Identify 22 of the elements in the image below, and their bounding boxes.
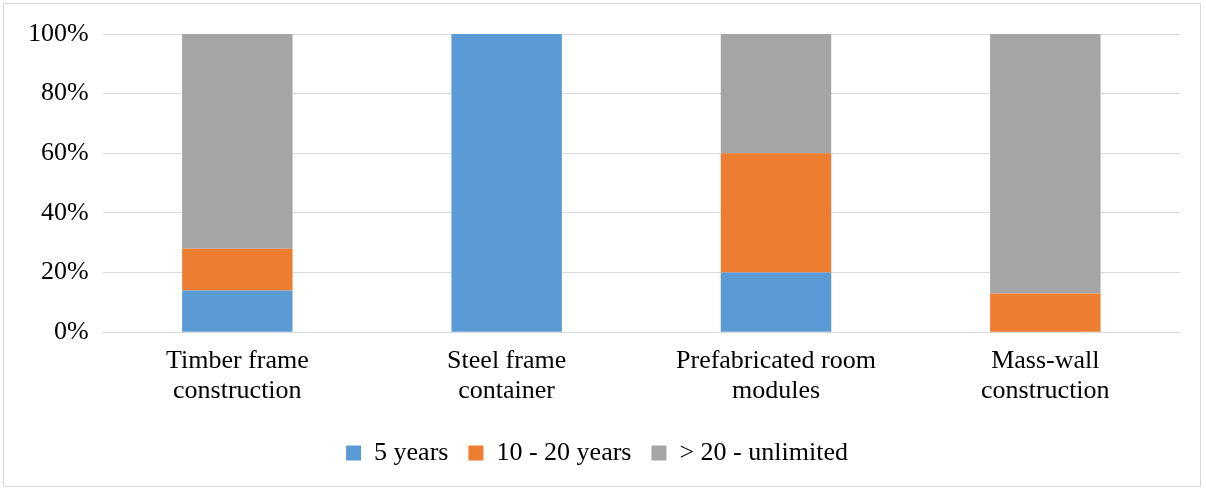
bar: [720, 272, 832, 332]
x-tick-label: Prefabricated room modules: [676, 344, 876, 404]
bar: [990, 293, 1101, 332]
bar: [182, 290, 293, 332]
bar: [990, 34, 1101, 294]
bar: [182, 34, 293, 249]
y-tick-label: 20%: [40, 256, 89, 286]
legend-label: 10 - 20 years: [496, 436, 632, 466]
bar: [182, 248, 293, 291]
x-tick-label: Steel frame container: [447, 344, 567, 404]
bar: [720, 153, 832, 273]
y-tick-label: 40%: [40, 196, 89, 226]
y-tick-label: 0%: [53, 316, 89, 346]
bar: [720, 34, 832, 154]
y-tick-label: 100%: [27, 17, 89, 47]
legend-label: 5 years: [374, 436, 449, 466]
bar: [451, 34, 562, 332]
legend-label: > 20 - unlimited: [679, 436, 848, 466]
x-tick-label: Timber frame construction: [165, 344, 309, 404]
y-tick-label: 60%: [40, 137, 89, 167]
x-tick-label: Mass-wall construction: [981, 344, 1110, 404]
y-tick-label: 80%: [40, 77, 89, 107]
